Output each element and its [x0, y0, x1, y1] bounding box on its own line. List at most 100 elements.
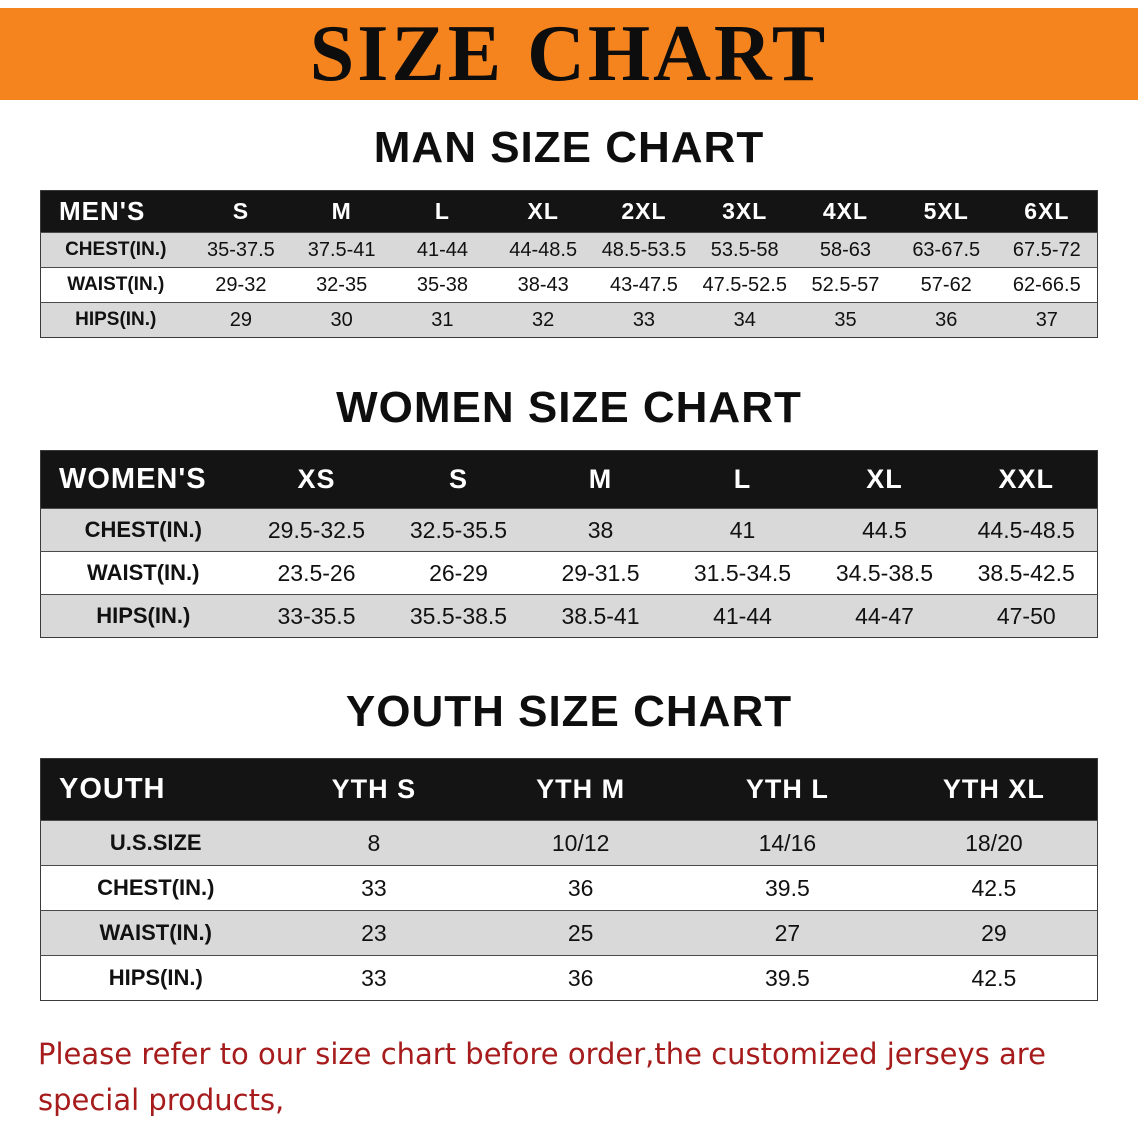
youth-size-section: YOUTH SIZE CHART YOUTH YTH S YTH M YTH L YTH… — [0, 690, 1138, 1001]
table-corner-label: YOUTH — [40, 758, 271, 821]
column-header: XXL — [955, 450, 1098, 509]
table-cell: 41-44 — [713, 602, 772, 629]
row-label: U.S.SIZE — [109, 830, 202, 855]
table-cell: 32 — [532, 308, 555, 331]
table-cell: 35-38 — [416, 273, 468, 296]
column-header: YTH S — [270, 758, 478, 821]
table-cell: 38.5-41 — [561, 602, 640, 629]
table-cell: 31 — [431, 308, 454, 331]
table-cell: 47-50 — [996, 602, 1056, 629]
footer-notice: Please refer to our size chart before or… — [38, 1031, 1100, 1132]
table-cell: 35.5-38.5 — [409, 602, 508, 629]
column-header: L — [392, 190, 493, 233]
table-cell: 23.5-26 — [277, 559, 356, 586]
table-cell: 14/16 — [758, 829, 817, 856]
table-cell: 52.5-57 — [811, 273, 880, 296]
table-header-row: YOUTH YTH S YTH M YTH L YTH XL — [40, 758, 1098, 821]
table-row: HIPS(IN.) 33-35.5 35.5-38.5 38.5-41 41-44 44-… — [40, 594, 1098, 638]
column-header: S — [387, 450, 530, 509]
size-chart-page: SIZE CHART MAN SIZE CHART MEN'S S M L XL 2XL 3… — [0, 8, 1138, 1132]
table-cell: 35-37.5 — [206, 238, 275, 261]
table-cell: 37 — [1035, 308, 1058, 331]
column-header: M — [291, 190, 393, 233]
table-cell: 41 — [729, 516, 756, 543]
table-cell: 33 — [361, 874, 387, 901]
table-cell: 18/20 — [965, 829, 1023, 856]
table-cell: 23 — [361, 919, 387, 946]
table-cell: 38 — [587, 516, 614, 543]
table-cell: 44-48.5 — [509, 238, 578, 261]
table-cell: 57-62 — [920, 273, 972, 296]
table-cell: 42.5 — [971, 874, 1017, 901]
table-cell: 27 — [774, 919, 801, 946]
men-size-table: MEN'S S M L XL 2XL 3XL 4XL 5XL 6XL CHEST(IN.) 35-37… — [40, 190, 1098, 338]
row-label: HIPS(IN.) — [108, 965, 203, 990]
row-label: CHEST(IN.) — [65, 239, 167, 260]
table-cell: 42.5 — [971, 964, 1017, 991]
table-cell: 67.5-72 — [1012, 238, 1081, 261]
table-row: WAIST(IN.) 23 25 27 29 — [40, 910, 1098, 956]
column-header: 4XL — [795, 190, 896, 233]
table-cell: 34.5-38.5 — [835, 559, 934, 586]
table-cell: 32-35 — [316, 273, 368, 296]
men-size-section: MAN SIZE CHART MEN'S S M L XL 2XL 3XL 4XL 5XL 6XL… — [0, 126, 1138, 338]
row-label: HIPS(IN.) — [96, 603, 191, 628]
table-row: CHEST(IN.) 33 36 39.5 42.5 — [40, 865, 1098, 911]
table-cell: 30 — [330, 308, 353, 331]
table-cell: 63-67.5 — [912, 238, 981, 261]
table-cell: 62-66.5 — [1012, 273, 1081, 296]
table-cell: 29-31.5 — [561, 559, 640, 586]
column-header: YTH L — [684, 758, 891, 821]
table-cell: 47.5-52.5 — [702, 273, 787, 296]
youth-size-table: YOUTH YTH S YTH M YTH L YTH XL U.S.SIZE 8 10/12… — [40, 758, 1098, 1001]
table-row: U.S.SIZE 8 10/12 14/16 18/20 — [40, 820, 1098, 866]
table-cell: 36 — [935, 308, 958, 331]
table-cell: 25 — [567, 919, 594, 946]
table-cell: 41-44 — [416, 238, 468, 261]
notice-line-2: we don't accept cancel, change, teturn o… — [38, 1124, 1100, 1132]
table-cell: 33 — [632, 308, 656, 331]
table-cell: 43-47.5 — [610, 273, 678, 296]
column-header: XL — [813, 450, 956, 509]
table-cell: 29.5-32.5 — [267, 516, 366, 543]
column-header: 2XL — [593, 190, 695, 233]
table-cell: 58-63 — [819, 238, 872, 261]
table-cell: 38.5-42.5 — [977, 559, 1075, 586]
men-section-heading: MAN SIZE CHART — [373, 123, 765, 172]
row-label: CHEST(IN.) — [97, 875, 215, 900]
youth-section-heading: YOUTH SIZE CHART — [345, 687, 793, 736]
column-header: M — [529, 450, 672, 509]
banner: SIZE CHART — [0, 8, 1138, 100]
women-section-heading: WOMEN SIZE CHART — [336, 383, 802, 432]
women-size-section: WOMEN SIZE CHART WOMEN'S XS S M L XL XXL CHEST(… — [0, 386, 1138, 638]
table-row: CHEST(IN.) 29.5-32.5 32.5-35.5 38 41 44.5 44.5… — [40, 508, 1098, 552]
column-header: XS — [245, 450, 388, 509]
table-row: WAIST(IN.) 29-32 32-35 35-38 38-43 43-47.5 47.… — [40, 267, 1098, 303]
women-size-table: WOMEN'S XS S M L XL XXL CHEST(IN.) 29.5-32.5 32.5… — [40, 450, 1098, 638]
table-cell: 36 — [567, 874, 594, 901]
table-cell: 36 — [567, 964, 594, 991]
table-cell: 39.5 — [764, 874, 810, 901]
table-corner-label: MEN'S — [40, 190, 191, 233]
column-header: XL — [492, 190, 594, 233]
table-cell: 34 — [733, 308, 756, 331]
table-cell: 44-47 — [855, 602, 914, 629]
table-row: HIPS(IN.) 33 36 39.5 42.5 — [40, 955, 1098, 1001]
column-header: S — [190, 190, 292, 233]
table-header-row: MEN'S S M L XL 2XL 3XL 4XL 5XL 6XL — [40, 190, 1098, 233]
table-cell: 48.5-53.5 — [601, 238, 687, 261]
column-header: 6XL — [996, 190, 1098, 233]
table-cell: 10/12 — [551, 829, 610, 856]
column-header: 5XL — [895, 190, 997, 233]
table-row: HIPS(IN.) 29 30 31 32 33 34 35 36 37 — [40, 302, 1098, 338]
table-cell: 29-32 — [215, 273, 267, 296]
table-cell: 44.5-48.5 — [977, 516, 1075, 543]
table-cell: 53.5-58 — [710, 238, 779, 261]
column-header: L — [671, 450, 814, 509]
table-cell: 29 — [981, 919, 1007, 946]
table-row: CHEST(IN.) 35-37.5 37.5-41 41-44 44-48.5 48.5… — [40, 232, 1098, 268]
row-label: WAIST(IN.) — [67, 274, 165, 295]
table-cell: 37.5-41 — [307, 238, 376, 261]
table-corner-label: WOMEN'S — [40, 450, 246, 509]
column-header: 3XL — [694, 190, 796, 233]
